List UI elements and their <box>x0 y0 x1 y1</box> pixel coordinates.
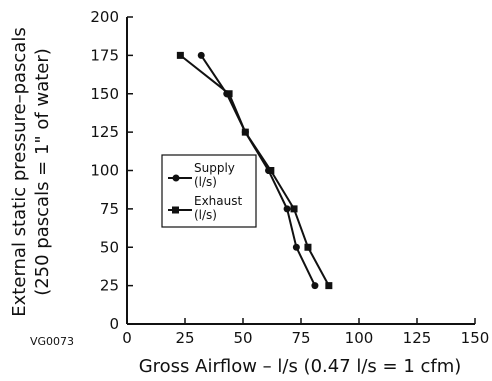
x-axis-title: Gross Airflow – l/s (0.47 l/s = 1 cfm) <box>139 356 462 377</box>
data-point-exhaust <box>176 51 184 59</box>
y-tick-label: 150 <box>90 85 119 103</box>
data-point-exhaust <box>325 282 333 290</box>
y-tick-label: 100 <box>90 162 119 180</box>
legend-item-exhaust: Exhaust (l/s) <box>168 194 243 222</box>
legend-exhaust-marker <box>172 206 179 214</box>
legend-exhaust-label: Exhaust <box>194 194 243 208</box>
y-tick-label: 200 <box>90 8 119 26</box>
x-tick-label: 0 <box>122 329 132 347</box>
legend-item-supply: Supply (l/s) <box>168 161 235 189</box>
y-axis-title: External static pressure–pascals (250 pa… <box>9 27 53 316</box>
legend-supply-label: Supply <box>194 161 235 175</box>
x-tick-label: 25 <box>175 329 194 347</box>
series-layer <box>176 51 333 290</box>
x-tick-label: 75 <box>291 329 310 347</box>
y-axis-ticks: 0 25 50 75 100 125 150 175 200 <box>90 8 133 333</box>
figure-id: VG0073 <box>30 335 74 348</box>
y-axis-title-line1: External static pressure–pascals <box>9 27 30 316</box>
x-tick-label: 100 <box>345 329 374 347</box>
x-axis-ticks: 0 25 50 75 100 125 150 <box>122 318 489 347</box>
legend-box <box>161 154 257 228</box>
data-point-supply <box>197 51 205 59</box>
data-point-exhaust <box>304 243 312 251</box>
data-point-supply <box>311 282 319 290</box>
y-tick-label: 75 <box>100 200 119 218</box>
y-axis-title-line2: (250 pascals = 1" of water) <box>32 48 53 296</box>
legend-exhaust-unit: (l/s) <box>194 208 217 222</box>
x-tick-label: 50 <box>233 329 252 347</box>
legend-supply-marker <box>172 174 180 182</box>
data-point-supply <box>283 205 291 213</box>
data-point-exhaust <box>225 90 233 98</box>
y-tick-label: 25 <box>100 277 119 295</box>
y-tick-label: 175 <box>90 46 119 64</box>
data-point-supply <box>292 243 300 251</box>
y-tick-label: 125 <box>90 123 119 141</box>
x-tick-label: 150 <box>461 329 490 347</box>
plot-area: 0 25 50 75 100 125 150 0 25 50 75 100 125 150 175 200 <box>90 8 489 347</box>
legend-supply-unit: (l/s) <box>194 175 217 189</box>
data-point-exhaust <box>241 128 249 136</box>
y-tick-label: 50 <box>100 238 119 256</box>
data-point-exhaust <box>290 205 298 213</box>
y-tick-label: 0 <box>109 315 119 333</box>
legend: Supply (l/s) Exhaust (l/s) <box>161 154 257 228</box>
x-tick-label: 125 <box>403 329 432 347</box>
data-point-exhaust <box>267 167 275 174</box>
